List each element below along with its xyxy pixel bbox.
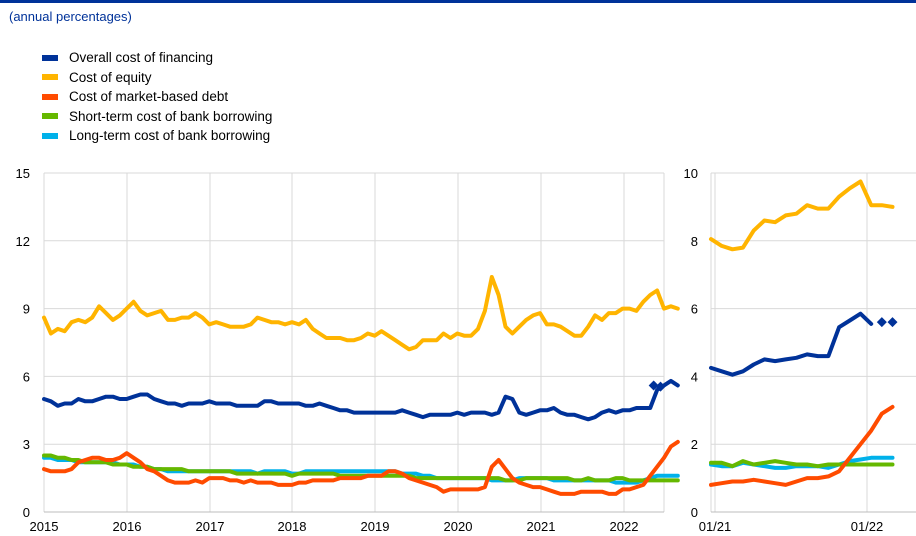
diamond-marker <box>648 380 659 391</box>
legend-swatch <box>42 132 58 139</box>
x-tick-label: 2016 <box>113 519 142 534</box>
series-line <box>709 404 895 487</box>
legend-item-overall: Overall cost of financing <box>42 48 272 68</box>
legend-swatch <box>42 74 58 81</box>
series-line <box>42 453 680 483</box>
x-tick-label: 01/22 <box>851 519 884 534</box>
x-tick-label: 2018 <box>278 519 307 534</box>
legend-item-short-term: Short-term cost of bank borrowing <box>42 107 272 127</box>
x-tick-label: 2022 <box>610 519 639 534</box>
y-tick-label: 0 <box>691 505 698 520</box>
diamond-marker <box>887 317 898 328</box>
y-tick-label: 6 <box>23 369 30 384</box>
chart-subtitle: (annual percentages) <box>9 9 132 24</box>
series-line <box>42 439 680 496</box>
series-line <box>42 378 680 422</box>
legend-label: Long-term cost of bank borrowing <box>69 128 271 144</box>
x-tick-label: 01/21 <box>699 519 732 534</box>
diamond-marker <box>876 317 887 328</box>
x-tick-label: 2019 <box>361 519 390 534</box>
y-tick-label: 15 <box>16 166 30 181</box>
header-rule <box>0 0 916 3</box>
legend-swatch <box>42 54 58 61</box>
y-tick-label: 2 <box>691 437 698 452</box>
legend-item-market-debt: Cost of market-based debt <box>42 87 272 107</box>
legend-item-equity: Cost of equity <box>42 68 272 88</box>
legend-label: Cost of equity <box>69 69 152 85</box>
y-tick-label: 12 <box>16 234 30 249</box>
legend: Overall cost of financing Cost of equity… <box>42 48 272 146</box>
legend-label: Overall cost of financing <box>69 50 214 66</box>
y-tick-label: 4 <box>691 369 698 384</box>
y-tick-label: 6 <box>691 302 698 317</box>
legend-item-long-term: Long-term cost of bank borrowing <box>42 126 272 146</box>
legend-label: Short-term cost of bank borrowing <box>69 108 273 124</box>
series-line <box>42 275 680 352</box>
legend-label: Cost of market-based debt <box>69 89 229 105</box>
legend-swatch <box>42 113 58 120</box>
x-tick-label: 2017 <box>196 519 225 534</box>
y-tick-label: 8 <box>691 234 698 249</box>
series-line <box>709 311 874 377</box>
y-tick-label: 10 <box>684 166 698 181</box>
x-tick-label: 2020 <box>444 519 473 534</box>
diamond-marker <box>655 381 666 392</box>
y-tick-label: 0 <box>23 505 30 520</box>
legend-swatch <box>42 93 58 100</box>
y-tick-label: 3 <box>23 437 30 452</box>
y-tick-label: 9 <box>23 302 30 317</box>
x-tick-label: 2015 <box>30 519 59 534</box>
series-line <box>709 179 895 252</box>
x-tick-label: 2021 <box>527 519 556 534</box>
series-line <box>709 459 895 469</box>
